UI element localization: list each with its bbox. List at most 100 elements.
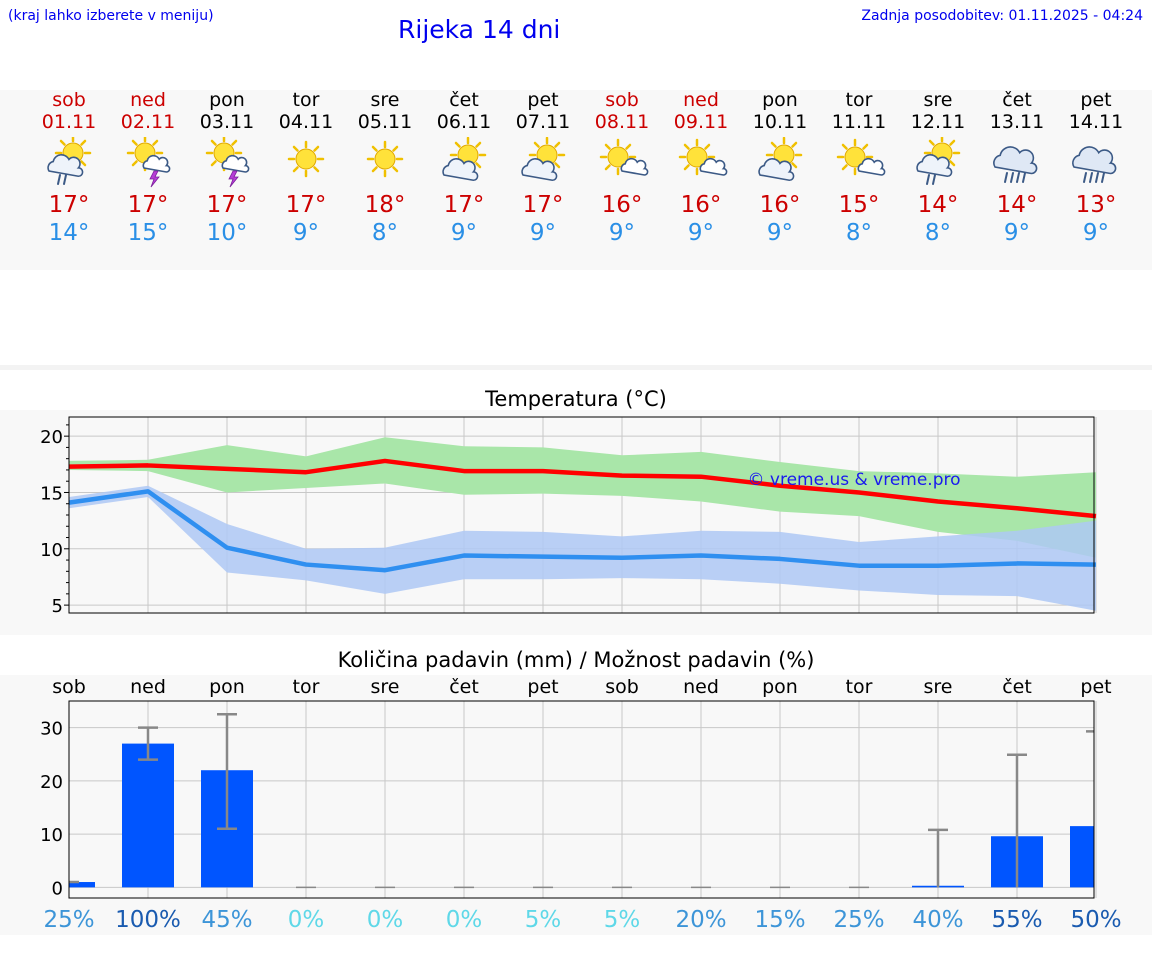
sun-cloud-icon (758, 137, 803, 182)
day-name: ned (130, 89, 166, 111)
temperature-chart-title: Temperatura (°C) (485, 387, 667, 411)
day-date: 02.11 (120, 111, 176, 133)
precip-bar (69, 882, 95, 888)
y-tick-label: 10 (40, 540, 63, 561)
precipitation-chart-title: Količina padavin (mm) / Možnost padavin … (337, 648, 815, 672)
y-tick-label: 20 (40, 427, 63, 448)
day-label: pon (762, 676, 798, 698)
day-column: sre 12.11 14° 8° (898, 89, 978, 247)
max-temperature: 16° (759, 192, 801, 218)
page-title: Rijeka 14 dni (398, 15, 561, 44)
day-column: pon 10.11 16° 9° (740, 89, 820, 247)
max-temperature: 18° (364, 192, 406, 218)
day-label: pon (209, 676, 245, 698)
day-name: pon (762, 89, 798, 111)
day-label: sob (52, 676, 86, 698)
day-date: 14.11 (1068, 111, 1124, 133)
day-column: čet 13.11 14° 9° (977, 89, 1057, 247)
y-tick-label: 20 (40, 772, 63, 793)
day-column: ned 09.11 16° 9° (661, 89, 741, 247)
min-temperature: 8° (845, 220, 873, 246)
max-temperature: 16° (601, 192, 643, 218)
day-label: ned (683, 676, 719, 698)
day-date: 05.11 (357, 111, 413, 133)
y-tick-label: 10 (40, 825, 63, 846)
precip-probability: 20% (675, 907, 726, 933)
precip-probability: 55% (991, 907, 1042, 933)
day-column: sre 05.11 18° 8° (345, 89, 425, 247)
min-temperature: 8° (371, 220, 399, 246)
y-tick-label: 0 (52, 878, 63, 899)
series-line-max (68, 458, 1097, 519)
day-column: ned 02.11 17° 15° (108, 89, 188, 247)
day-name: pon (209, 89, 245, 111)
day-column: pon 03.11 17° 10° (187, 89, 267, 247)
forecast-strip-background (0, 90, 1152, 270)
precip-probability: 45% (201, 907, 252, 933)
min-temperature: 15° (127, 220, 169, 246)
last-update: Zadnja posodobitev: 01.11.2025 - 04:24 (861, 8, 1143, 24)
precip-probability: 100% (115, 907, 181, 933)
day-name: sob (605, 89, 639, 111)
day-column: pet 14.11 13° 9° (1056, 89, 1136, 247)
sun-cloud-thunder-icon (126, 137, 171, 188)
day-label: pet (1080, 676, 1111, 698)
watermark: © vreme.us & vreme.pro (747, 470, 960, 490)
day-name: tor (292, 89, 320, 111)
max-temperature: 14° (996, 192, 1038, 218)
min-temperature: 9° (1082, 220, 1110, 246)
day-name: ned (683, 89, 719, 111)
day-name: pet (527, 89, 559, 111)
min-temperature: 9° (687, 220, 715, 246)
min-temperature: 9° (608, 220, 636, 246)
sun-icon (366, 140, 404, 178)
day-name: sre (923, 89, 953, 111)
sun-icon (287, 140, 325, 178)
max-temperature: 17° (285, 192, 327, 218)
temperature-chart: 5 10 15 20 © vreme.us & vreme.pro (40, 416, 1097, 617)
precip-probability: 50% (1070, 907, 1121, 933)
plot-frame (68, 416, 1095, 614)
day-name: čet (449, 89, 479, 111)
precipitation-chart: sob ned pon tor sre čet pet sob ned pon tor sre čet p… (40, 676, 1121, 933)
day-column: pet 07.11 17° 9° (503, 89, 583, 247)
sun-cloud-icon (521, 137, 566, 182)
max-temperature: 17° (127, 192, 169, 218)
sun-small-cloud-icon (599, 138, 649, 176)
precip-probability: 0% (288, 907, 325, 933)
separator (0, 365, 1152, 370)
y-tick-label: 5 (52, 596, 63, 617)
y-tick-label: 30 (40, 719, 63, 740)
min-temperature: 8° (924, 220, 952, 246)
plot-frame (68, 700, 1095, 899)
day-label: čet (1002, 676, 1032, 698)
min-temperature: 10° (206, 220, 248, 246)
day-label: sre (371, 676, 400, 698)
max-temperature: 17° (48, 192, 90, 218)
day-date: 10.11 (752, 111, 808, 133)
day-name: sob (52, 89, 86, 111)
precip-probability: 5% (604, 907, 641, 933)
max-temperature: 16° (680, 192, 722, 218)
precip-probability: 15% (754, 907, 805, 933)
uncertainty-band-min (69, 485, 1096, 611)
precip-probability: 0% (446, 907, 483, 933)
day-column: čet 06.11 17° 9° (424, 89, 504, 247)
day-name: sre (370, 89, 400, 111)
day-date: 03.11 (199, 111, 255, 133)
day-label: pet (527, 676, 558, 698)
day-date: 07.11 (515, 111, 571, 133)
day-date: 11.11 (831, 111, 887, 133)
precip-probability: 5% (525, 907, 562, 933)
day-date: 04.11 (278, 111, 334, 133)
precip-probability: 40% (912, 907, 963, 933)
min-temperature: 9° (292, 220, 320, 246)
sun-cloud-rain-icon (47, 137, 92, 185)
day-label: ned (130, 676, 166, 698)
max-temperature: 17° (443, 192, 485, 218)
precip-probability: 25% (833, 907, 884, 933)
day-label: tor (293, 676, 320, 698)
day-date: 01.11 (41, 111, 97, 133)
day-column: tor 11.11 15° 8° (819, 89, 899, 247)
series-line-min (68, 489, 1097, 573)
